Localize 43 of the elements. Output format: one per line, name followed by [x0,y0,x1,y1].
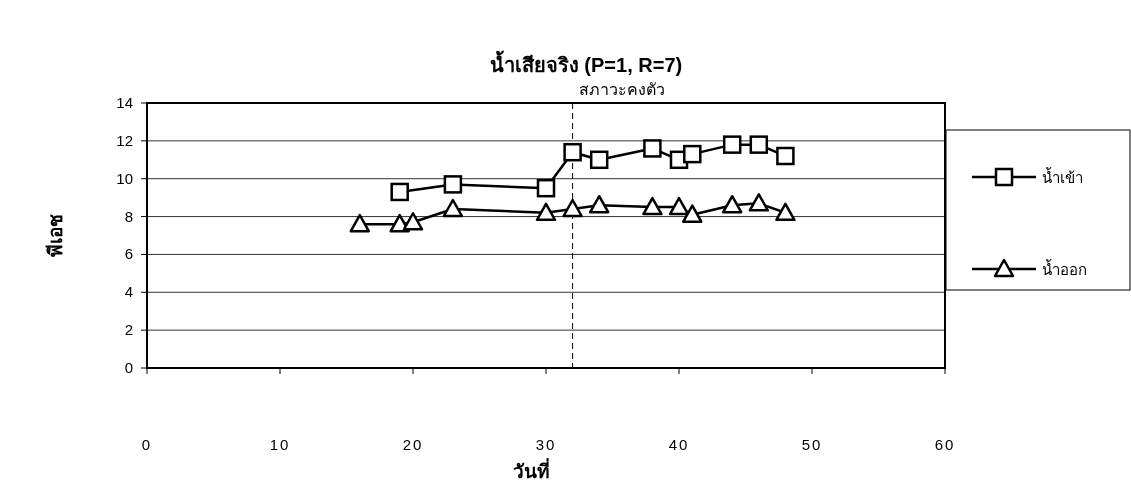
y-tick-label: 12 [116,131,133,149]
x-tick-label: 60 [934,436,956,453]
point [668,196,690,216]
y-tick-label: 4 [124,283,133,301]
x-tick-label: 10 [269,436,291,453]
point [776,146,795,166]
point [442,198,464,218]
point [443,175,463,194]
y-tick-label: 10 [116,169,133,187]
ref-line-label: สภาวะคงตัว [578,81,665,98]
point [721,194,743,214]
x-tick-label: 50 [801,436,823,453]
point [563,142,582,162]
legend-label: น้ำออก [1042,259,1087,278]
point [588,194,610,214]
x-tick-label: 0 [141,436,153,453]
y-tick-label: 0 [124,359,133,376]
y-tick-label: 2 [124,321,133,339]
point [683,144,702,164]
point [642,196,663,216]
point [562,198,583,218]
point [535,202,557,222]
x-axis-title: วันที่ [512,458,550,482]
x-tick-label: 40 [668,436,690,453]
point [349,213,371,233]
point [682,204,703,223]
point [536,178,556,198]
legend-label: น้ำเข้า [1042,167,1083,186]
point [749,135,769,154]
point [390,182,409,202]
y-axis-title: พีเอช [45,214,66,257]
y-tick-label: 6 [124,245,133,263]
chart-title: น้ำเสียจริง (P=1, R=7) [489,50,683,76]
y-tick-label: 14 [116,94,133,111]
point [643,139,662,158]
point [402,212,424,231]
point [748,193,770,212]
point [775,202,796,222]
point [722,135,742,154]
x-tick-label: 20 [402,436,424,453]
x-tick-label: 30 [535,436,557,453]
point [589,150,609,170]
y-tick-label: 8 [124,207,133,225]
